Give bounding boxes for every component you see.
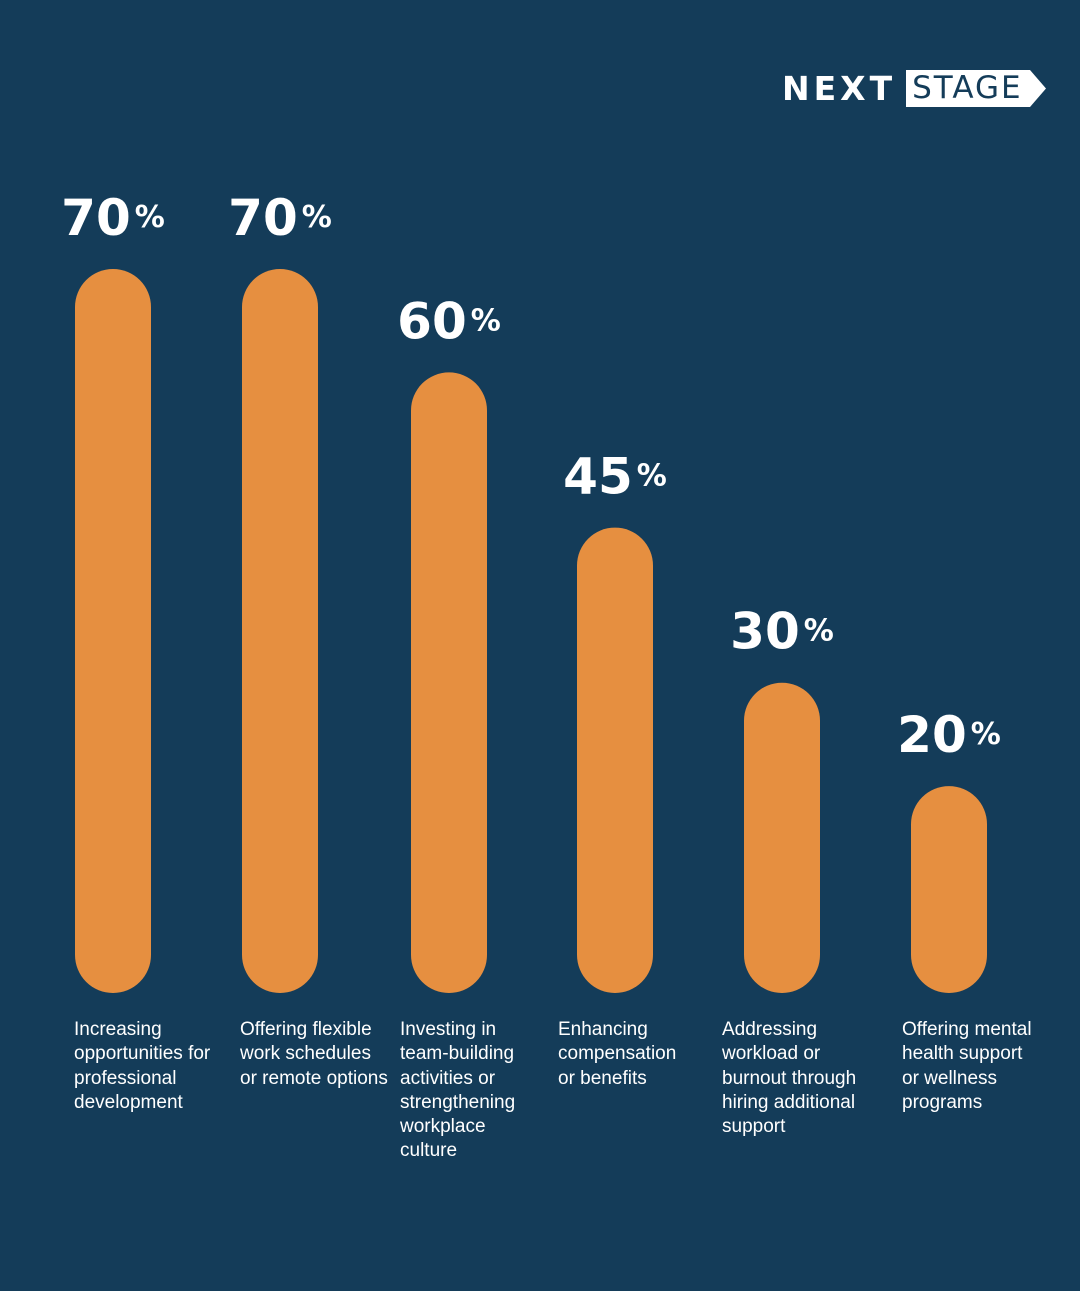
value-label-3: 60% xyxy=(397,292,501,350)
category-label-6: Offering mental health support or wellne… xyxy=(902,1019,1032,1113)
category-label-2: Offering flexible work schedules or remo… xyxy=(240,1019,388,1089)
category-label-5: Addressing workload or burnout through h… xyxy=(722,1019,857,1138)
logo-stage-box: STAGE xyxy=(906,70,1047,107)
bar-5 xyxy=(744,682,820,993)
value-label-5: 30% xyxy=(730,603,834,661)
bar-2 xyxy=(242,269,318,993)
bar-3 xyxy=(411,372,487,993)
category-label-1: Increasing opportunities for professiona… xyxy=(74,1019,211,1113)
category-label-4: Enhancing compensation or benefits xyxy=(558,1019,677,1089)
logo-stage-text: STAGE xyxy=(912,70,1023,106)
bar-4 xyxy=(577,527,653,993)
value-label-4: 45% xyxy=(563,448,667,506)
logo-next-text: NEXT xyxy=(782,69,897,108)
logo-arrow-shape xyxy=(906,70,1047,107)
brand-logo: NEXT STAGE xyxy=(782,69,1047,108)
value-label-1: 70% xyxy=(61,189,165,247)
category-label-3: Investing in team-building activities or… xyxy=(400,1019,516,1162)
bar-6 xyxy=(911,786,987,993)
bar-1 xyxy=(75,269,151,993)
value-label-6: 20% xyxy=(897,706,1001,764)
value-label-2: 70% xyxy=(228,189,332,247)
